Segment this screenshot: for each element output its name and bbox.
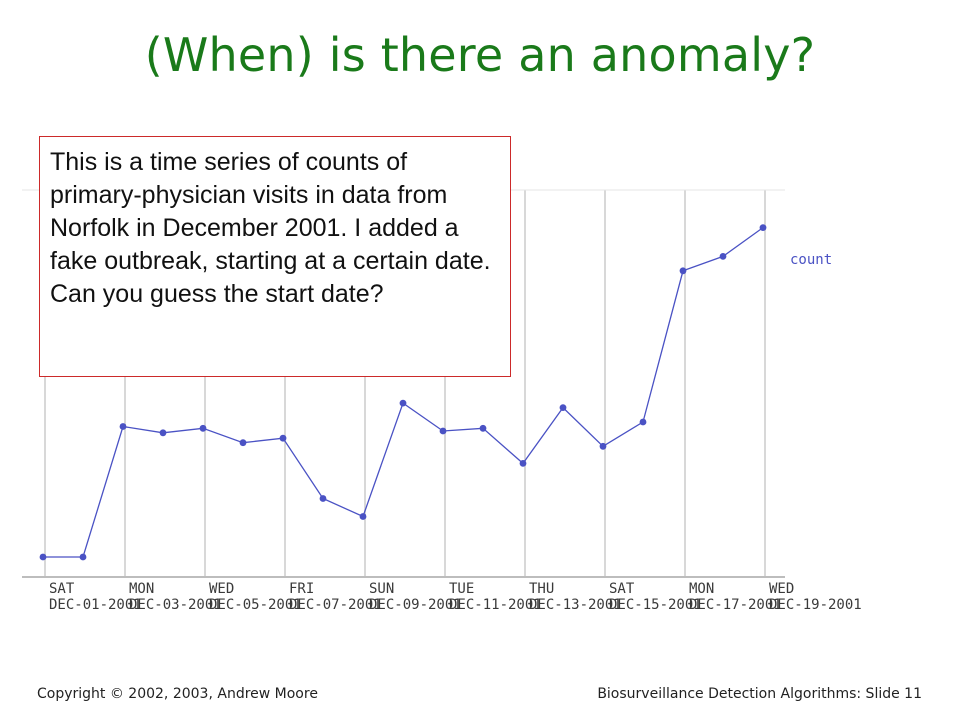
callout-text: This is a time series of counts of prima… — [50, 148, 491, 308]
x-tick-day-label: WED — [209, 581, 234, 597]
x-tick-day-label: SUN — [369, 581, 394, 597]
x-tick-date-label: DEC-11-2001 — [449, 597, 542, 613]
footer-copyright: Copyright © 2002, 2003, Andrew Moore — [37, 686, 318, 702]
data-point — [279, 434, 287, 442]
data-point — [159, 429, 167, 437]
data-point — [519, 460, 527, 467]
data-point — [39, 553, 47, 561]
data-point — [119, 423, 127, 430]
data-point — [199, 424, 207, 432]
x-tick-date-label: DEC-19-2001 — [769, 597, 862, 613]
slide-title: (When) is there an anomaly? — [144, 28, 816, 82]
x-tick-date-label: DEC-17-2001 — [689, 597, 782, 613]
data-point — [79, 553, 87, 561]
x-tick-date-label: DEC-13-2001 — [529, 597, 622, 613]
data-point — [439, 427, 447, 435]
chart-legend: count — [790, 252, 832, 268]
chart-tick-labels: SATDEC-01-2001MONDEC-03-2001WEDDEC-05-20… — [49, 581, 862, 613]
x-tick-day-label: SAT — [49, 581, 75, 597]
x-tick-day-label: FRI — [289, 581, 314, 597]
x-tick-date-label: DEC-09-2001 — [369, 597, 462, 613]
x-tick-date-label: DEC-15-2001 — [609, 597, 702, 613]
x-tick-date-label: DEC-01-2001 — [49, 597, 142, 613]
data-point — [239, 439, 247, 447]
x-tick-date-label: DEC-05-2001 — [209, 597, 302, 613]
data-point — [359, 513, 367, 520]
data-point — [559, 404, 567, 411]
data-point — [639, 418, 647, 426]
x-tick-day-label: THU — [529, 581, 554, 597]
callout-box: This is a time series of counts of prima… — [39, 136, 511, 377]
x-tick-day-label: MON — [689, 581, 714, 597]
x-tick-day-label: WED — [769, 581, 794, 597]
legend-label-count: count — [790, 252, 832, 268]
chart-series — [39, 224, 767, 561]
data-point — [719, 253, 727, 260]
data-point — [599, 442, 607, 450]
data-point — [399, 399, 407, 407]
x-tick-date-label: DEC-03-2001 — [129, 597, 222, 613]
x-tick-day-label: SAT — [609, 581, 635, 597]
data-point — [319, 495, 327, 502]
data-point — [759, 224, 767, 232]
x-tick-day-label: TUE — [449, 581, 474, 597]
x-tick-day-label: MON — [129, 581, 154, 597]
x-tick-date-label: DEC-07-2001 — [289, 597, 382, 613]
footer-slide-info: Biosurveillance Detection Algorithms: Sl… — [597, 686, 922, 702]
data-point — [679, 267, 687, 275]
data-point — [479, 424, 487, 432]
